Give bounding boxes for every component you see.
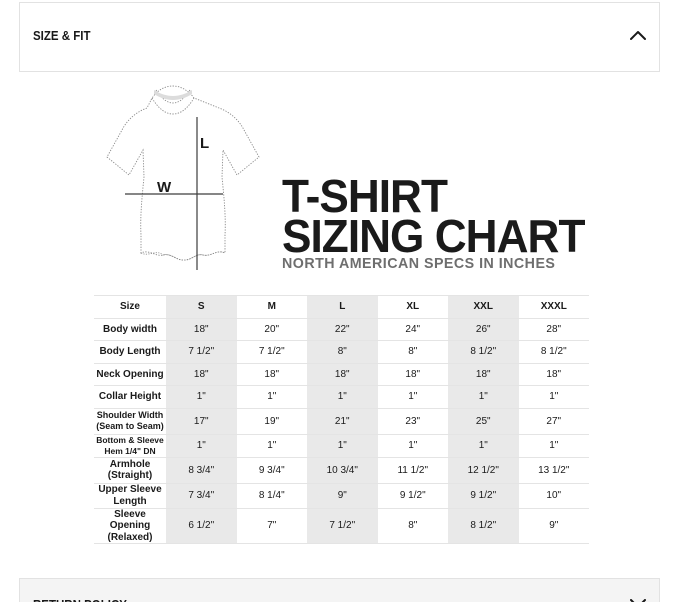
svg-text:L: L — [200, 135, 209, 152]
svg-text:W: W — [157, 179, 172, 196]
